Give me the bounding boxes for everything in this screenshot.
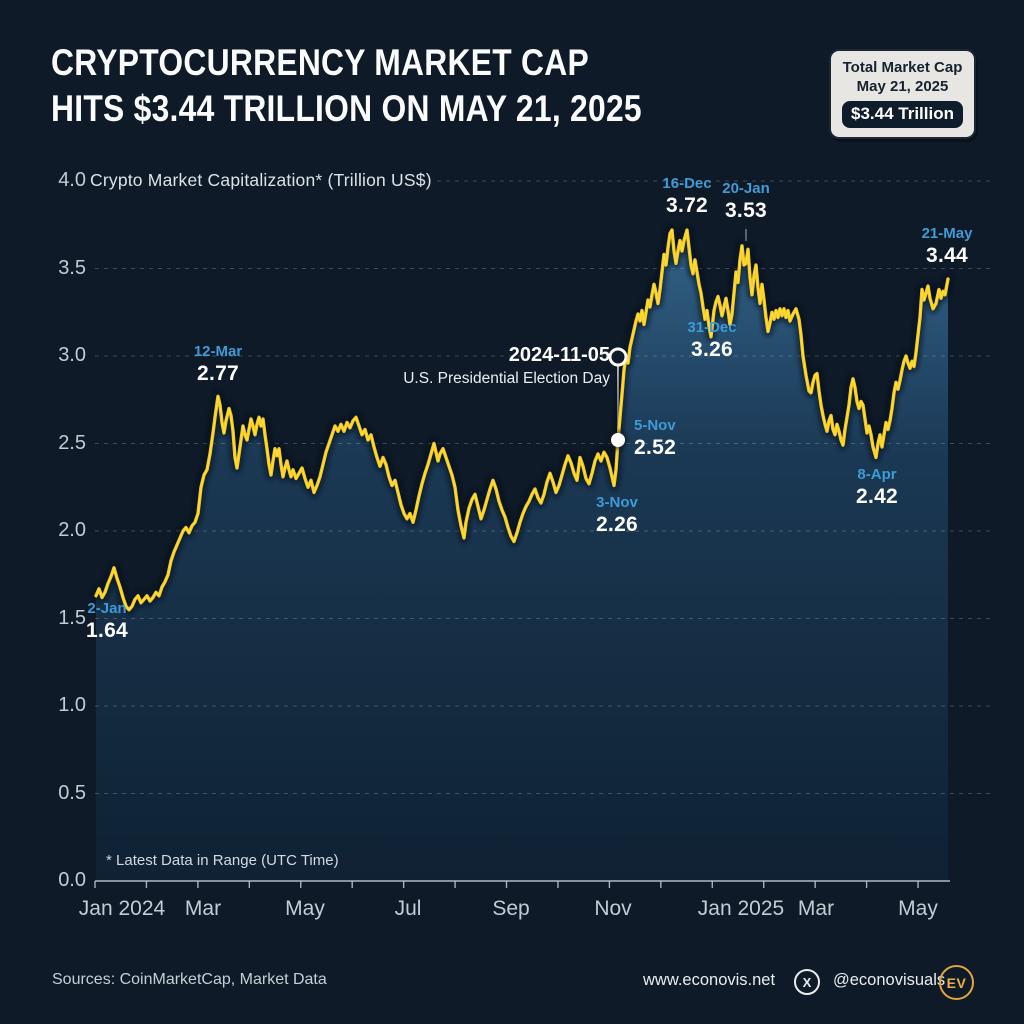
y-tick-label-3.5: 3.5 (58, 256, 86, 279)
x-tick-label-jan-2025: Jan 2025 (697, 897, 785, 920)
total-market-cap-badge: Total Market Cap May 21, 2025 $3.44 Tril… (829, 49, 976, 139)
x-tick-label-mar: Mar (797, 897, 835, 920)
y-tick-label-4.0: 4.0 (58, 169, 86, 191)
y-tick-label-1.0: 1.0 (58, 694, 86, 716)
election-point-dot (611, 433, 625, 447)
annotation-3-nov: 3-Nov 2.26 (596, 494, 638, 537)
election-open-circle (608, 347, 628, 367)
social-handle-link[interactable]: @econovisuals (833, 971, 946, 989)
annotation-date: 20-Jan (722, 180, 770, 197)
badge-value-pill: $3.44 Trillion (842, 101, 963, 128)
x-tick-label-mar: Mar (184, 897, 222, 920)
y-tick-label-2.5: 2.5 (58, 431, 86, 454)
election-event: U.S. Presidential Election Day (403, 370, 610, 387)
annotation-value: 2.26 (595, 513, 639, 536)
annotation-value: 3.53 (724, 199, 768, 222)
annotation-date: 12-Mar (193, 343, 243, 360)
econovis-logo[interactable]: EV (939, 965, 974, 1000)
annotation-value: 3.72 (665, 194, 709, 217)
x-tick-label-sep: Sep (492, 897, 530, 920)
annotation-16-dec: 16-Dec 3.72 (662, 175, 711, 218)
x-axis (94, 880, 950, 888)
annotation-5-nov: 5-Nov 2.52 (634, 417, 676, 460)
annotation-value: 2.52 (634, 436, 677, 459)
annotation-date: 16-Dec (662, 175, 712, 192)
y-tick-label-2.0: 2.0 (58, 519, 86, 541)
annotation-2-jan: 2-Jan 1.64 (86, 600, 128, 643)
badge-date: May 21, 2025 (856, 78, 949, 95)
page-title: CRYPTOCURRENCY MARKET CAP HITS $3.44 TRI… (51, 40, 738, 132)
x-tick-label-jul: Jul (394, 897, 422, 920)
x-tick-label-jan-2024: Jan 2024 (78, 897, 166, 920)
area-fill (96, 230, 948, 881)
x-tick-label-nov: Nov (594, 897, 632, 920)
sources-text: Sources: CoinMarketCap, Market Data (52, 971, 327, 988)
x-tick-label-may: May (898, 897, 938, 920)
annotation-date: 5-Nov (634, 417, 676, 434)
line-highlight (95, 229, 949, 611)
y-tick-label-0.5: 0.5 (58, 781, 86, 804)
gridlines (95, 180, 990, 794)
annotation-value: 2.42 (855, 485, 899, 508)
area-path (96, 230, 948, 881)
annotation-date: 2-Jan (87, 600, 127, 617)
annotation-12-mar: 12-Mar 2.77 (194, 343, 242, 386)
annotation-date: 8-Apr (857, 466, 897, 483)
annotation-date: 3-Nov (596, 494, 638, 511)
point-markers (608, 347, 628, 450)
y-tick-label-1.5: 1.5 (58, 606, 86, 629)
annotation-value: 3.44 (925, 244, 969, 267)
election-date: 2024-11-05 (508, 344, 610, 366)
x-tick-label-may: May (285, 897, 325, 920)
annotation-value: 3.26 (690, 338, 734, 361)
x-twitter-icon[interactable]: X (794, 969, 820, 995)
title-line-1: CRYPTOCURRENCY MARKET CAP (51, 42, 590, 83)
website-link[interactable]: www.econovis.net (643, 971, 776, 989)
badge-title: Total Market Cap (842, 59, 963, 76)
election-annotation: 2024-11-05 U.S. Presidential Election Da… (403, 344, 610, 388)
y-tick-label-3.0: 3.0 (58, 344, 86, 366)
annotation-8-apr: 8-Apr 2.42 (856, 466, 898, 509)
annotation-value: 2.77 (196, 362, 240, 385)
y-tick-label-0.0: 0.0 (58, 869, 86, 891)
annotation-date: 21-May (921, 225, 973, 242)
annotation-31-dec: 31-Dec 3.26 (687, 319, 736, 362)
annotation-20-jan: 20-Jan 3.53 (722, 180, 770, 223)
annotation-value: 1.64 (85, 619, 129, 642)
chart-axis-title: Crypto Market Capitalization* (Trillion … (90, 170, 432, 190)
title-line-2: HITS $3.44 TRILLION ON MAY 21, 2025 (51, 88, 642, 129)
price-line (91, 225, 953, 615)
annotation-21-may: 21-May 3.44 (922, 225, 973, 268)
chart-footnote: * Latest Data in Range (UTC Time) (106, 852, 339, 869)
annotation-date: 31-Dec (687, 319, 737, 336)
